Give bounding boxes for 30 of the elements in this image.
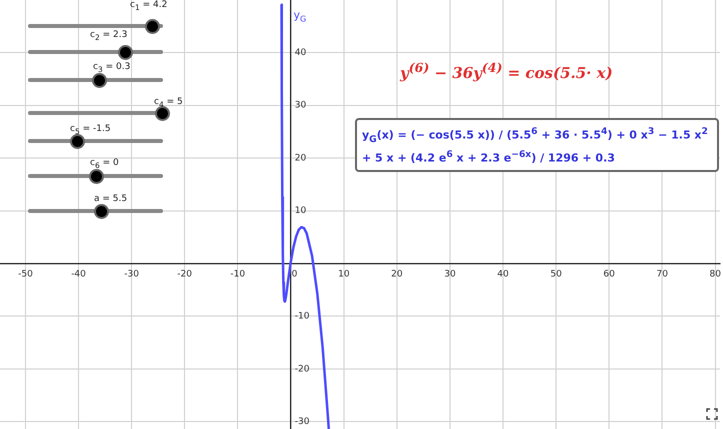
x-tick-label: 30 xyxy=(444,269,456,280)
annotation: c$_{3}$ = 0.3 xyxy=(93,62,130,74)
y-tick-label: -10 xyxy=(294,312,310,322)
x-tick-label: 0 xyxy=(284,269,298,280)
x-tick-label: -20 xyxy=(177,269,192,280)
y-tick-label: 20 xyxy=(294,153,307,164)
x-tick-label: -10 xyxy=(230,269,246,280)
x-tick-label: -50 xyxy=(18,269,34,280)
x-tick-label: 70 xyxy=(656,269,668,280)
annotation: c$_{5}$ = -1.5 xyxy=(70,124,111,136)
x-tick-label: 60 xyxy=(603,269,616,280)
annotation: c$_{1}$ = 4.2 xyxy=(130,0,168,12)
annotation: y$^{(6)}$ − 36y$^{(4)}$ = cos(5.5· x) xyxy=(400,60,613,82)
x-tick-label: 20 xyxy=(391,269,403,280)
y-tick-label: 30 xyxy=(294,100,307,111)
x-tick-label: 50 xyxy=(550,269,562,280)
x-tick-label: -30 xyxy=(124,269,140,280)
annotation: c$_{4}$ = 5 xyxy=(154,97,183,109)
x-tick-label: 40 xyxy=(497,269,510,280)
x-tick-label: -40 xyxy=(71,269,86,280)
x-tick-label: 10 xyxy=(338,269,350,280)
annotation: a = 5.5 xyxy=(94,194,128,204)
annotation: c$_{2}$ = 2.3 xyxy=(90,30,128,42)
y-tick-label: 10 xyxy=(294,206,307,216)
annotation: c$_{6}$ = 0 xyxy=(90,158,119,170)
text: y$_{G}$(x) = (− cos(5.5 x)) / (5.5$^{6}$ + 36 · 5.5$^{4}$) + 0 x$^{3}$ − 1.5 x$^{2}$ + 5 x + (4.2 e$^{6}$ x + 2.3 e$^{−6x}$) / 1296 + 0.3 xyxy=(362,126,708,164)
y-tick-label: -20 xyxy=(294,364,310,374)
x-tick-label: 80 xyxy=(710,269,722,280)
y-tick-label: 40 xyxy=(294,48,307,58)
y-tick-label: -30 xyxy=(294,416,310,427)
